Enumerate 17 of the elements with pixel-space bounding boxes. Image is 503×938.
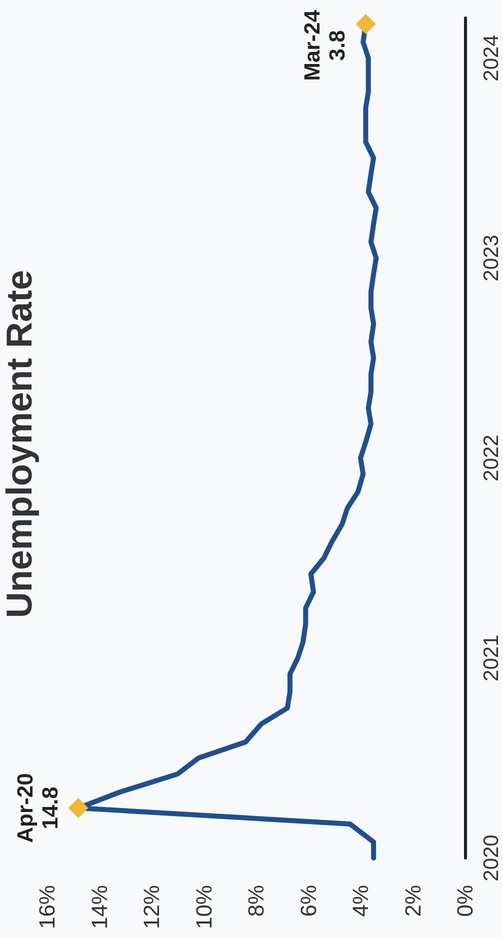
data-label: Mar-24 3.8 [300, 9, 350, 81]
x-tick-label: 16% [34, 885, 60, 930]
y-tick-label: 2022 [480, 434, 503, 482]
data-label: Apr-20 14.8 [12, 773, 62, 843]
x-tick-label: 4% [348, 885, 373, 917]
x-tick-label: 0% [452, 885, 478, 917]
x-tick-label: 8% [244, 885, 268, 917]
x-tick-label: 10% [191, 885, 216, 930]
y-tick-label: 2024 [480, 34, 503, 82]
y-tick-label: 2023 [480, 234, 503, 282]
y-tick-label: 2020 [480, 834, 503, 882]
x-tick-label: 6% [296, 885, 321, 917]
x-tick-label: 14% [86, 885, 112, 930]
text: Unemployment Rate [0, 270, 40, 618]
x-tick-label: 2% [400, 885, 426, 917]
x-tick-label: 12% [139, 885, 164, 930]
y-tick-label: 2021 [480, 634, 503, 682]
